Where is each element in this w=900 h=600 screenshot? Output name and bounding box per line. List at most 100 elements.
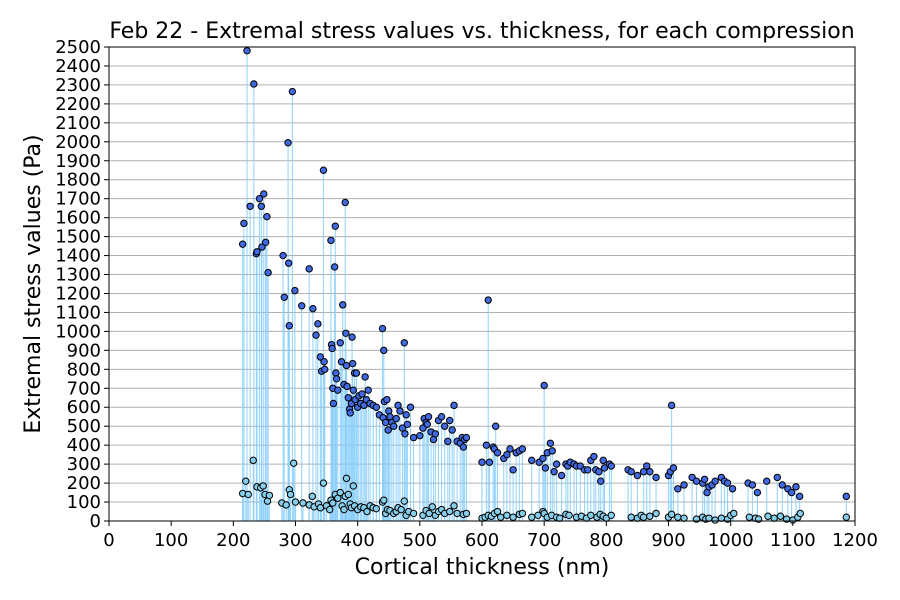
min-stress-point xyxy=(705,514,713,522)
max-stress-point xyxy=(291,286,299,295)
max-stress-point xyxy=(309,304,317,313)
max-stress-point xyxy=(778,481,786,489)
x-tick-label: 300 xyxy=(278,530,312,551)
max-stress-point xyxy=(590,452,598,461)
max-stress-point xyxy=(528,456,536,465)
max-stress-point xyxy=(384,426,392,434)
min-stress-point xyxy=(445,507,454,516)
max-stress-point xyxy=(238,240,247,248)
max-stress-point xyxy=(349,386,358,394)
max-stress-point xyxy=(396,407,404,415)
max-stress-point xyxy=(409,433,418,442)
min-stress-point xyxy=(493,507,502,516)
min-stress-point xyxy=(518,509,527,518)
x-axis-title: Cortical thickness (nm) xyxy=(355,555,610,580)
max-stress-point xyxy=(284,259,293,267)
y-tick-label: 500 xyxy=(67,416,101,437)
y-tick-label: 0 xyxy=(90,511,101,532)
max-stress-point xyxy=(342,361,351,370)
max-stress-point xyxy=(339,301,347,309)
max-stress-point xyxy=(285,322,293,330)
min-stress-point xyxy=(372,504,381,513)
max-stress-point xyxy=(792,483,800,491)
x-tick-label: 900 xyxy=(651,530,685,551)
min-stress-point xyxy=(265,491,274,500)
max-stress-point xyxy=(444,437,452,446)
max-stress-point xyxy=(787,488,796,497)
max-stress-point xyxy=(312,331,320,339)
x-tick-label: 1000 xyxy=(708,530,754,551)
max-stress-point xyxy=(348,359,357,368)
max-stress-point xyxy=(546,439,555,447)
max-stress-point xyxy=(667,401,676,410)
max-stress-point xyxy=(403,420,412,429)
min-stress-point xyxy=(380,496,388,504)
max-stress-point xyxy=(314,320,322,328)
max-stress-point xyxy=(583,466,592,474)
max-stress-point xyxy=(423,420,431,429)
y-tick-label: 2300 xyxy=(55,75,101,96)
y-tick-label: 1600 xyxy=(55,208,101,229)
max-stress-point xyxy=(331,222,339,230)
max-stress-point xyxy=(646,468,654,476)
max-stress-point xyxy=(402,411,410,419)
max-stress-point xyxy=(319,166,328,174)
y-tick-label: 600 xyxy=(67,397,101,418)
x-tick-label: 200 xyxy=(216,530,250,551)
y-tick-label: 400 xyxy=(67,435,101,456)
max-stress-point xyxy=(257,202,266,210)
x-tick-label: 400 xyxy=(340,530,374,551)
max-stress-point xyxy=(279,251,287,260)
max-stress-point xyxy=(330,263,339,271)
y-tick-label: 300 xyxy=(67,454,101,475)
y-tick-label: 900 xyxy=(67,340,101,361)
min-stress-point xyxy=(587,511,595,520)
max-stress-point xyxy=(358,390,366,398)
min-stress-point xyxy=(286,490,295,499)
y-tick-label: 2400 xyxy=(55,56,101,77)
x-axis-ticks: 0 100 200 300 400 500 600 700 800 900 1000 1100 1200 xyxy=(103,521,878,551)
min-stress-point xyxy=(291,498,300,506)
min-stress-point xyxy=(249,456,257,465)
max-stress-point xyxy=(253,248,261,256)
plot-frame xyxy=(108,46,856,522)
max-stress-point xyxy=(484,296,492,304)
max-stress-point xyxy=(328,344,336,353)
min-stress-point xyxy=(299,499,307,507)
x-tick-label: 1100 xyxy=(770,530,816,551)
y-tick-label: 200 xyxy=(67,473,101,494)
max-stress-point xyxy=(711,477,719,485)
max-stress-point xyxy=(450,401,458,410)
max-stress-point xyxy=(607,462,616,470)
max-stress-point xyxy=(518,445,527,453)
max-stress-point xyxy=(441,422,449,430)
max-stress-point xyxy=(462,433,471,442)
max-stress-point xyxy=(753,488,762,497)
max-stress-point xyxy=(485,458,494,466)
max-stress-point xyxy=(372,403,381,411)
min-stress-point xyxy=(462,509,471,518)
max-stress-point xyxy=(424,413,433,421)
max-stress-point xyxy=(633,471,642,480)
max-stress-point xyxy=(378,324,387,333)
min-stress-point xyxy=(607,511,616,520)
min-stress-point xyxy=(425,509,433,518)
y-axis-title: Extremal stress values (Pa) xyxy=(21,134,46,433)
min-stress-point xyxy=(680,514,688,522)
max-stress-point xyxy=(334,386,342,394)
max-stress-point xyxy=(600,464,609,472)
max-stress-point xyxy=(748,481,757,489)
max-stress-point xyxy=(643,462,651,470)
max-stress-point xyxy=(437,413,446,421)
y-tick-label: 1200 xyxy=(55,283,101,304)
y-tick-label: 1100 xyxy=(55,302,101,323)
min-stress-point xyxy=(627,513,635,521)
min-stress-point xyxy=(319,479,328,487)
min-stress-point xyxy=(717,514,726,522)
max-stress-point xyxy=(763,477,771,485)
max-stress-point xyxy=(343,382,351,391)
x-tick-label: 800 xyxy=(589,530,623,551)
max-stress-point xyxy=(348,333,356,341)
max-stress-point xyxy=(261,238,270,246)
min-stress-point xyxy=(565,511,573,520)
